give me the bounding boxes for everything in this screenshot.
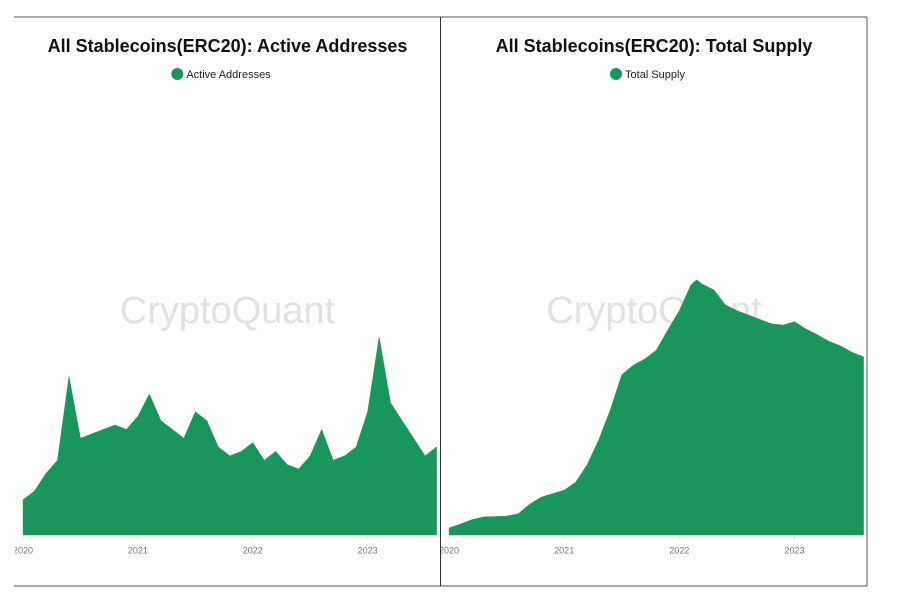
chart-title: All Stablecoins(ERC20): Total Supply <box>496 36 813 56</box>
area <box>22 336 437 536</box>
area <box>448 279 864 536</box>
watermark: CryptoQuant <box>120 290 336 332</box>
x-tick-label: 2020 <box>439 545 459 555</box>
x-tick-label: 2020 <box>13 545 33 555</box>
legend-label: Active Addresses <box>186 69 271 81</box>
legend-marker <box>171 68 184 80</box>
x-tick-label: 2022 <box>669 545 689 555</box>
x-tick-label: 2023 <box>358 545 378 555</box>
legend-marker <box>610 68 623 80</box>
panel: CryptoQuant All Stablecoins(ERC20): Activ… <box>13 36 437 555</box>
x-tick-label: 2021 <box>128 545 148 555</box>
chart-title: All Stablecoins(ERC20): Active Addresses <box>48 36 408 56</box>
x-tick-label: 2022 <box>243 545 263 555</box>
legend-label: Total Supply <box>625 69 685 81</box>
x-tick-label: 2021 <box>554 545 574 555</box>
x-tick-label: 2023 <box>784 545 804 555</box>
